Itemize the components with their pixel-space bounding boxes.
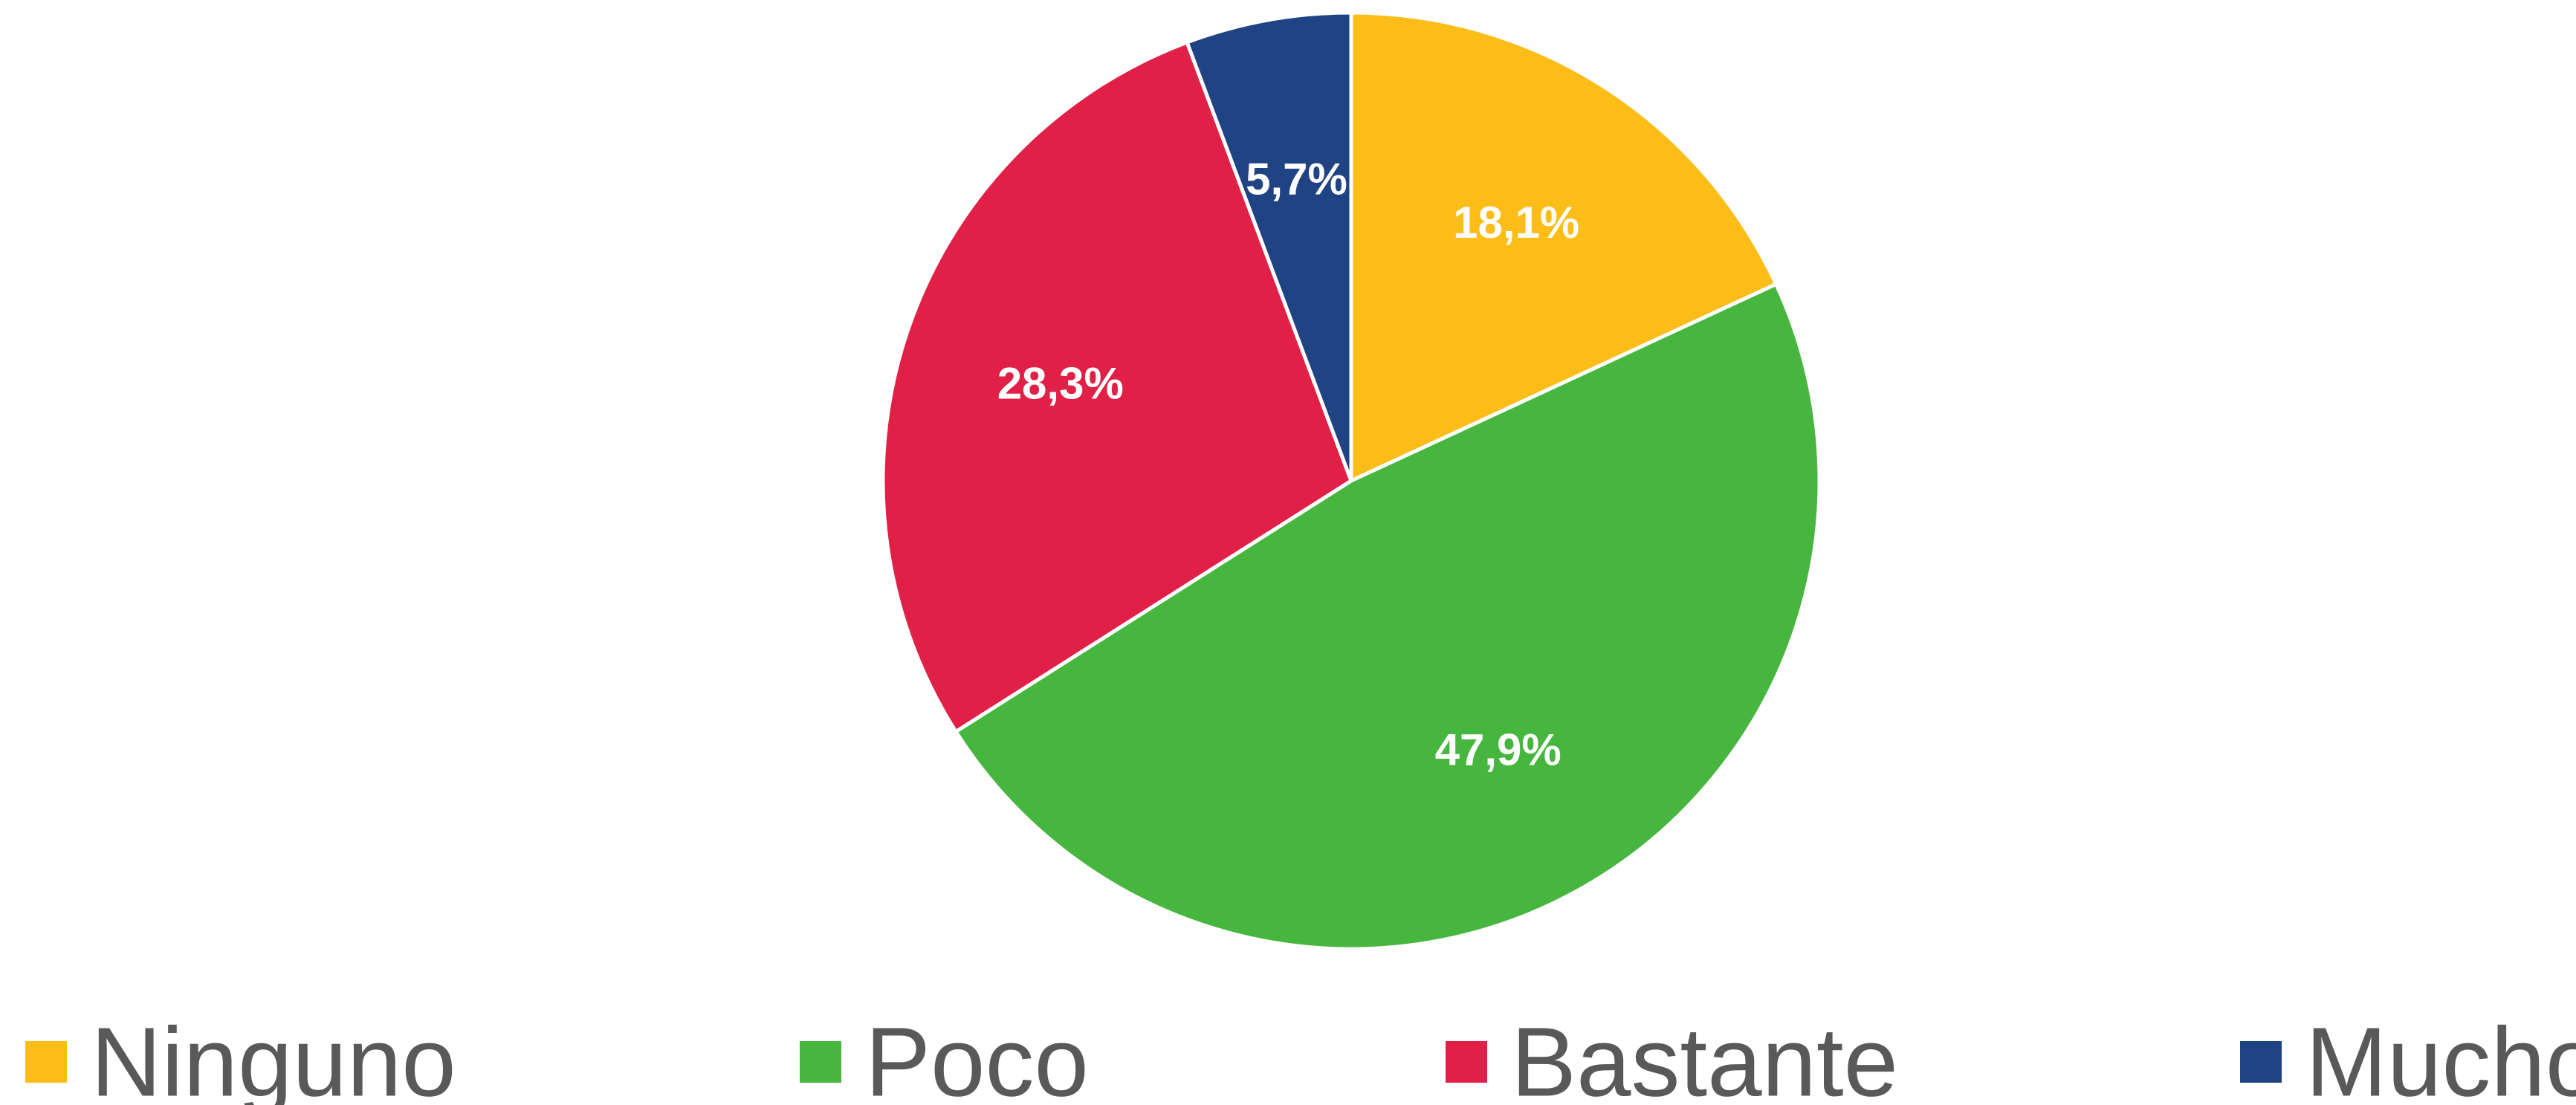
legend-swatch-poco xyxy=(800,1041,841,1083)
pie-slice-mucho xyxy=(1184,10,1353,482)
pie-slices xyxy=(881,10,1822,951)
legend-label-poco: Poco xyxy=(865,1008,1089,1105)
data-label-ninguno: 18,1% xyxy=(1453,198,1579,247)
legend-swatch-bastante xyxy=(1446,1041,1487,1083)
data-label-bastante: 28,3% xyxy=(997,358,1124,408)
data-label-poco: 47,9% xyxy=(1435,725,1562,775)
legend-swatch-ninguno xyxy=(25,1041,67,1083)
legend: Ninguno Poco Bastante Mucho xyxy=(25,1008,2576,1105)
pie-slice-bastante xyxy=(881,39,1354,735)
legend-label-mucho: Mucho xyxy=(2305,1008,2576,1105)
legend-swatch-mucho xyxy=(2240,1041,2282,1083)
pie-slice-ninguno xyxy=(1349,10,1779,484)
pie-data-labels: 18,1% 47,9% 28,3% 5,7% xyxy=(997,154,1580,774)
pie-slice-poco xyxy=(953,282,1822,951)
legend-label-bastante: Bastante xyxy=(1511,1008,1898,1105)
legend-label-ninguno: Ninguno xyxy=(91,1008,456,1105)
data-label-mucho: 5,7% xyxy=(1246,154,1347,204)
